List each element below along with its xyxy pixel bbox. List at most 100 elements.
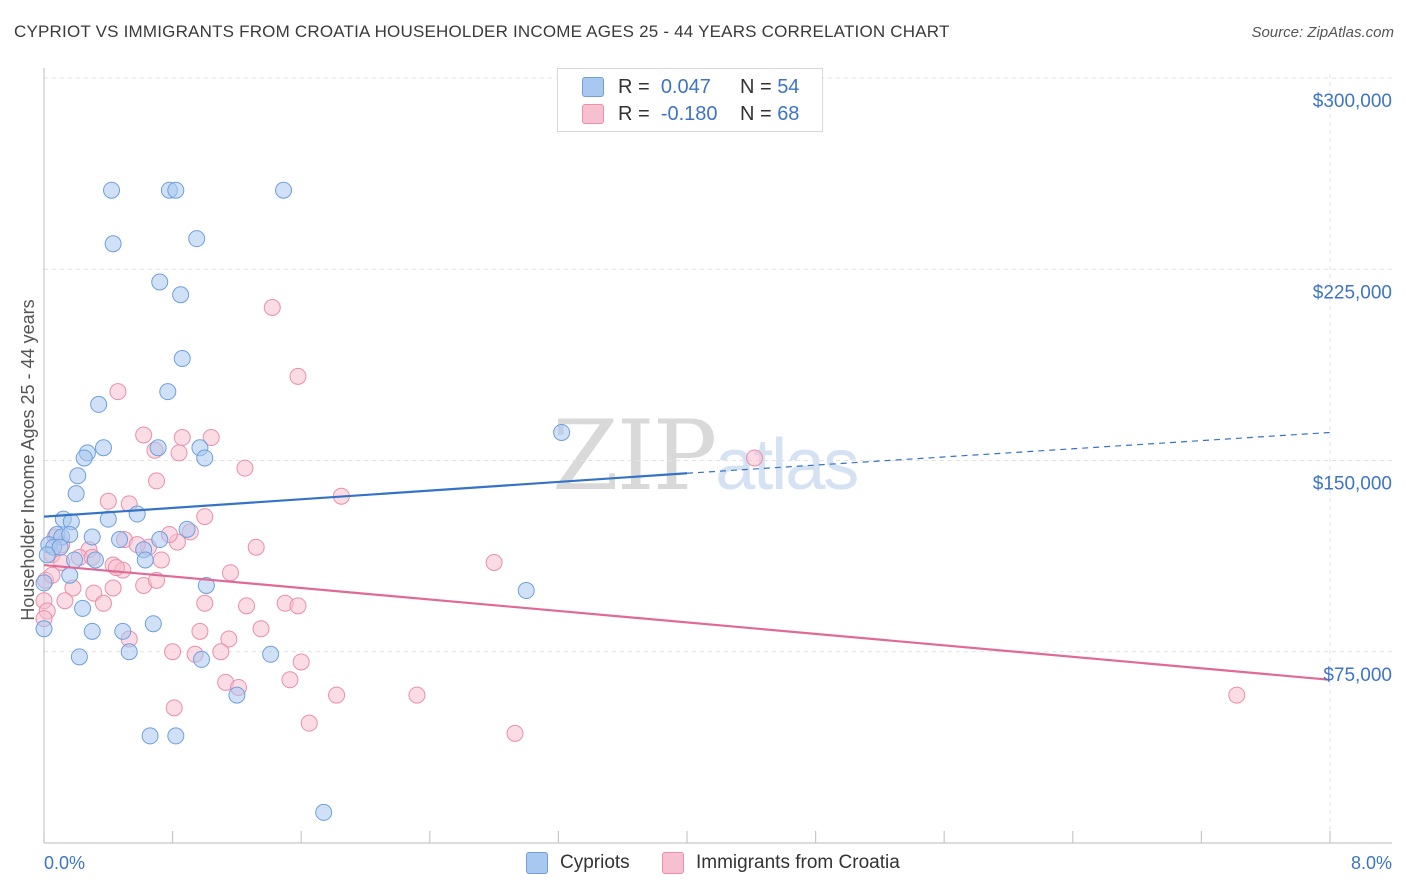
chart-title: CYPRIOT VS IMMIGRANTS FROM CROATIA HOUSE… [14, 22, 950, 41]
legend-n-value: 54 [777, 75, 800, 98]
series-croatia-points [35, 299, 1246, 742]
cypriots-point [120, 643, 138, 661]
legend-label-croatia: Immigrants from Croatia [696, 852, 900, 873]
croatia-point [56, 592, 74, 610]
cypriots-point [262, 645, 280, 663]
croatia-point [328, 686, 346, 704]
croatia-point [300, 714, 318, 732]
cypriots-point [553, 423, 571, 441]
legend-swatch-cypriots [526, 852, 548, 874]
cypriots-point [114, 622, 132, 640]
cypriots-point [196, 449, 214, 467]
legend-item-croatia[interactable]: Immigrants from Croatia [662, 852, 900, 874]
cypriots-point [61, 566, 79, 584]
cypriots-point [61, 525, 79, 543]
croatia-point [220, 630, 238, 648]
source-credit: Source: ZipAtlas.com [1251, 24, 1394, 41]
cypriots-point [104, 235, 122, 253]
cypriots-point [74, 599, 92, 617]
cypriots-point [38, 546, 56, 564]
cypriots-point [193, 650, 211, 668]
croatia-point [506, 724, 524, 742]
croatia-point [236, 459, 254, 477]
legend-n-label: N = [739, 102, 772, 125]
croatia-point [99, 492, 117, 510]
cypriots-point [275, 181, 293, 199]
croatia-point [152, 551, 170, 569]
croatia-point [148, 472, 166, 490]
cypriots-point [69, 467, 87, 485]
watermark-zip: ZIP [552, 400, 717, 512]
croatia-point [289, 597, 307, 615]
croatia-point [165, 699, 183, 717]
cypriots-point [149, 439, 167, 457]
cypriots-point [128, 505, 146, 523]
croatia-point [263, 299, 281, 316]
watermark-atlas: atlas [715, 425, 859, 505]
legend-swatch-croatia [662, 852, 684, 874]
croatia-point [221, 564, 239, 582]
cypriots-point [228, 686, 246, 704]
legend-r-label: R = [618, 102, 650, 125]
croatia-point [135, 426, 153, 444]
legend-item-cypriots[interactable]: Cypriots [526, 852, 630, 874]
cypriots-point [167, 727, 185, 745]
cypriots-point [83, 622, 101, 640]
croatia-point [191, 622, 209, 640]
croatia-point [196, 508, 214, 526]
y-tick-label: $75,000 [1323, 665, 1392, 686]
croatia-point [107, 559, 125, 577]
x-tick-label: 8.0% [1351, 853, 1392, 873]
cypriots-point [167, 181, 185, 199]
cypriots-point [173, 350, 191, 367]
cypriots-point [144, 615, 162, 633]
gridlines [44, 74, 1392, 843]
cypriots-point [90, 395, 108, 413]
correlation-legend: R = 0.047 N = 54 R = -0.180 N = 68 [557, 68, 823, 132]
series-cypriots-points [35, 181, 571, 821]
cypriots-point [178, 520, 196, 538]
croatia-point [1228, 686, 1246, 704]
croatia-trend-line [43, 563, 1331, 681]
axis-labels: $75,000 $150,000 $225,000 $300,000 0.0% 8.0% H… [18, 91, 1392, 873]
legend-swatch-cypriots [582, 77, 604, 97]
cypriots-point [188, 230, 206, 248]
axes [43, 68, 1392, 844]
cypriots-point [70, 648, 88, 666]
cypriots-point [172, 286, 190, 304]
cypriots-trend-extension [686, 431, 1331, 474]
croatia-point [247, 538, 265, 556]
cypriots-point [103, 181, 121, 199]
croatia-point [281, 671, 299, 689]
y-axis-label: Householder Income Ages 25 - 44 years [18, 299, 38, 620]
legend-r-label: R = [618, 75, 650, 98]
legend-swatch-croatia [582, 104, 604, 124]
croatia-point [164, 643, 182, 661]
trend-lines [43, 431, 1331, 681]
croatia-point [746, 449, 764, 467]
croatia-point [170, 444, 188, 462]
cypriots-point [66, 551, 84, 569]
y-tick-label: $225,000 [1313, 282, 1392, 303]
cypriots-point [99, 510, 117, 528]
cypriots-point [35, 620, 53, 638]
croatia-point [94, 594, 112, 612]
croatia-point [173, 429, 191, 447]
legend-r-value: 0.047 [660, 75, 711, 98]
croatia-point [289, 367, 307, 385]
cypriots-point [83, 528, 101, 546]
croatia-point [408, 686, 426, 704]
croatia-point [212, 643, 230, 661]
cypriots-point [86, 551, 104, 569]
croatia-point [196, 594, 214, 612]
watermark: ZIPatlas [552, 400, 859, 512]
cypriots-point [151, 531, 169, 549]
legend-n-value: 68 [777, 102, 800, 125]
cypriots-point [315, 803, 333, 821]
cypriots-point [111, 531, 129, 549]
croatia-point [104, 579, 122, 597]
y-tick-label: $300,000 [1313, 91, 1392, 112]
legend-label-cypriots: Cypriots [560, 852, 630, 873]
cypriots-point [151, 273, 169, 291]
